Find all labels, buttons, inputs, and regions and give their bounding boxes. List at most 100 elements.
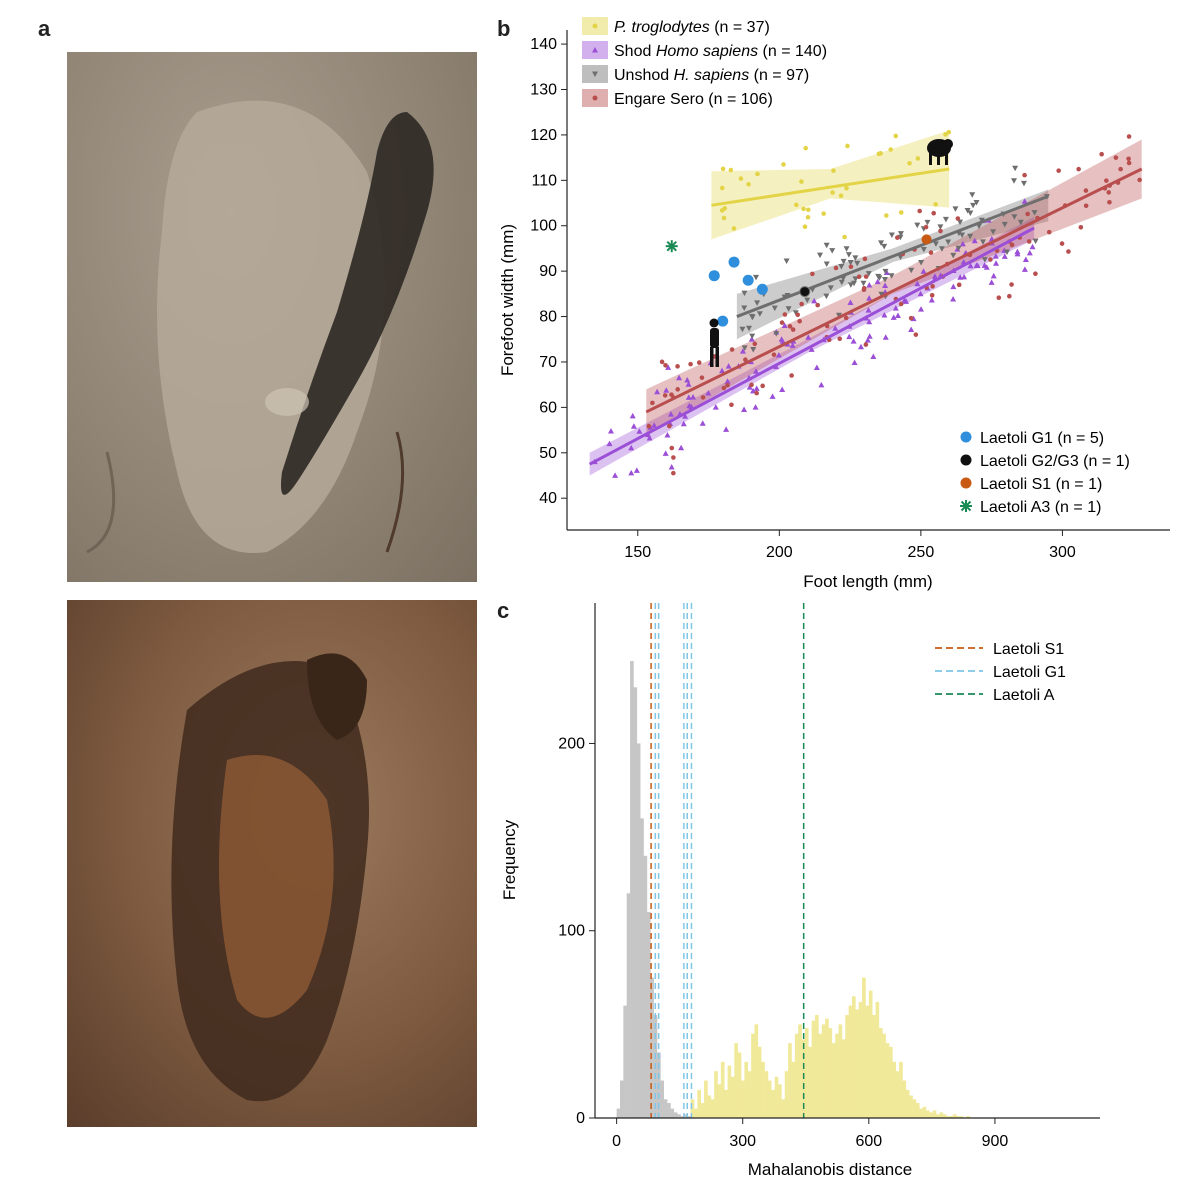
point-troglodytes [805,214,811,220]
point-troglodytes [907,160,912,166]
histogram-bar-yellow [925,1110,930,1118]
footprint-photo-bottom [67,600,477,1127]
fossil-point-g1 [756,283,768,295]
histogram-bar-gray [630,661,634,1118]
human-silhouette-icon [709,318,719,367]
point-unshod [942,216,949,223]
point-shod [685,394,692,400]
point-unshod [783,258,790,265]
point-shod [967,262,974,269]
point-shod [918,306,925,312]
point-engare [725,382,730,388]
point-engare [760,383,765,389]
point-engare [699,375,705,380]
point-unshod [990,229,997,235]
point-shod [950,296,957,302]
point-unshod [967,210,974,217]
point-engare [650,400,655,406]
histogram-bar-yellow [754,1024,759,1118]
point-engare [837,336,843,342]
point-shod [612,472,619,478]
point-engare [797,318,802,324]
point-shod [874,278,881,285]
point-shod [851,359,858,365]
point-engare [743,357,748,363]
point-troglodytes [893,133,899,139]
hist-y-tick-label: 200 [558,735,585,752]
histogram-bar-yellow [855,1009,860,1118]
point-shod [753,385,760,391]
point-engare [1126,134,1132,139]
point-engare [856,274,862,280]
histogram-bar-yellow [757,1046,762,1118]
point-shod [988,235,995,242]
point-troglodytes [915,156,921,161]
histogram-bar-gray [663,1099,668,1118]
histogram-bar-yellow [929,1112,934,1118]
hist-y-tick-label: 0 [576,1110,585,1127]
scatter-x-tick-label: 250 [908,544,935,561]
panel-label-c: c [497,598,510,623]
point-shod [741,406,748,413]
histogram-bar-yellow [949,1116,954,1118]
point-shod [781,322,788,329]
point-troglodytes [728,167,734,173]
histogram-bar-yellow [895,1071,900,1118]
point-shod [779,386,786,393]
point-engare [861,287,867,292]
point-shod [676,374,683,381]
fossil-point-g1 [708,270,720,282]
point-engare [863,274,869,279]
point-shod [928,296,935,303]
legend-marker-g2g3 [960,454,972,466]
point-troglodytes [720,166,726,172]
point-shod [633,467,640,473]
point-unshod [749,314,756,321]
point-unshod [914,222,921,229]
point-engare [1026,239,1032,244]
point-shod [805,334,812,340]
point-shod [988,279,995,285]
scatter-y-tick-label: 50 [539,445,557,462]
legend-label-part: H. sapiens [674,67,750,84]
point-engare [1137,177,1142,183]
scatter-y-tick-label: 40 [539,490,557,507]
scatter-y-tick-label: 140 [530,36,557,53]
histogram-bar-yellow [724,1089,728,1118]
histogram-bar-gray [626,893,631,1118]
histogram-bar-yellow [815,1015,819,1118]
point-shod [920,268,927,274]
point-shod [881,311,888,318]
point-shod [882,334,889,340]
point-shod [961,273,968,280]
point-shod [719,367,726,374]
histogram-bar-yellow [730,1076,735,1118]
point-engare [662,393,668,398]
histogram-bar-gray [670,1108,675,1118]
legend-marker-unshod [592,71,598,77]
point-unshod [878,240,885,246]
histogram-bar-yellow [794,1033,799,1118]
histogram-bar-gray [680,1116,685,1118]
point-engare [1126,156,1131,162]
histogram-bar-yellow [862,977,866,1118]
point-shod [668,463,675,470]
point-unshod [908,267,915,274]
legend-label-part: Engare Sero [614,91,704,108]
point-unshod [932,241,939,247]
histogram-bar-yellow [798,1024,802,1118]
point-unshod [924,219,931,226]
point-engare [749,382,754,388]
point-troglodytes [803,145,808,151]
point-unshod [882,268,889,275]
histogram-bar-yellow [747,1071,752,1118]
histogram-bar-yellow [919,1108,923,1118]
point-shod [813,364,820,371]
point-shod [769,393,776,399]
histogram-bar-yellow [737,1052,742,1118]
histogram-bar-yellow [946,1116,950,1118]
scatter-x-tick-label: 300 [1049,544,1076,561]
point-unshod [1031,210,1038,216]
point-troglodytes [801,206,806,212]
point-unshod [750,347,757,353]
